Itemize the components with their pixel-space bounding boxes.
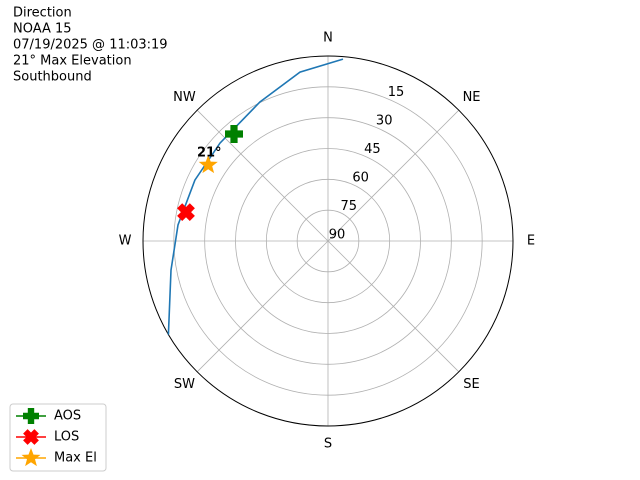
title-line: 21° Max Elevation: [13, 54, 132, 69]
title-line: 07/19/2025 @ 11:03:19: [13, 38, 168, 53]
theta-tick-label: SW: [174, 377, 195, 392]
theta-tick-label: S: [324, 437, 332, 452]
title-line: NOAA 15: [13, 22, 72, 37]
r-tick-label: 75: [341, 199, 358, 214]
radial-grid-ring: [296, 209, 360, 273]
radial-grid-ring: [235, 148, 421, 334]
legend-marker: [23, 408, 39, 424]
title-line: Direction: [13, 6, 72, 21]
r-tick-label: 60: [352, 171, 369, 186]
legend: AOS LOS Max El: [9, 403, 107, 472]
theta-tick-label: NE: [463, 90, 481, 105]
legend-marker: [23, 429, 39, 445]
legend-label: LOS: [54, 430, 79, 445]
legend-label: Max El: [54, 451, 97, 466]
theta-tick-label: W: [119, 234, 132, 249]
marker-plus: [225, 125, 243, 143]
theta-tick-label: NW: [173, 90, 196, 105]
theta-tick-label: SE: [463, 377, 479, 392]
r-tick-label: 15: [388, 85, 405, 100]
max-el-annotation: 21°: [197, 146, 222, 161]
r-tick-label: 30: [376, 114, 393, 129]
r-tick-label: 90: [329, 228, 346, 243]
r-tick-label: 45: [364, 142, 381, 157]
radial-grid-ring: [204, 117, 452, 365]
polar-frame: [142, 55, 514, 427]
marker-star: [198, 155, 218, 174]
legend-marker: [21, 448, 41, 467]
theta-tick-label: E: [527, 234, 535, 249]
radial-grid-ring: [173, 86, 483, 396]
radial-grid-ring: [265, 178, 391, 304]
legend-label: AOS: [54, 409, 81, 424]
theta-tick-label: N: [323, 31, 333, 46]
marker-x: [177, 203, 195, 221]
title-line: Southbound: [13, 70, 92, 85]
